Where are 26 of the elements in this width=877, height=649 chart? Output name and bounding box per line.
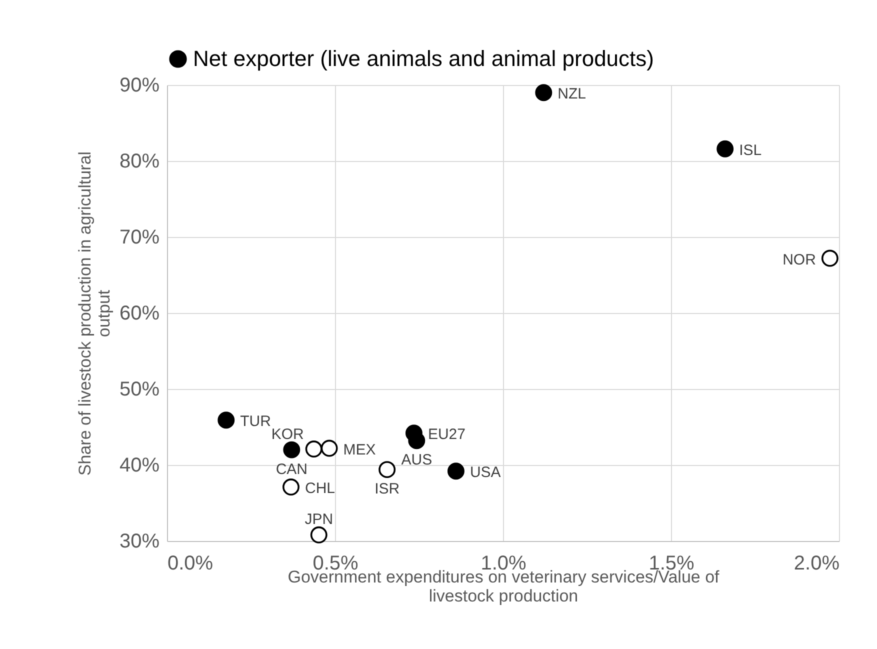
annotation: USA bbox=[470, 464, 501, 482]
annotation: CHL bbox=[304, 480, 335, 498]
x-tick-label: 0.0% bbox=[168, 552, 214, 574]
annotation: CAN bbox=[276, 460, 308, 478]
annotation: ISR bbox=[374, 480, 400, 498]
x-tick-label: 1.0% bbox=[480, 552, 527, 574]
annotation: NZL bbox=[558, 86, 586, 103]
annotation: MEX bbox=[343, 441, 376, 458]
y-tick-label: 60% bbox=[119, 302, 160, 324]
annotation: TUR bbox=[240, 413, 272, 430]
y-tick-label: 90% bbox=[119, 74, 160, 96]
y-tick-label: 50% bbox=[119, 378, 160, 400]
annotation: KOR bbox=[271, 426, 304, 444]
legend-label: Net exporter (live animals and animal products) bbox=[193, 46, 654, 71]
x-tick-label: 0.5% bbox=[312, 552, 359, 574]
y-tick-label: 80% bbox=[119, 150, 160, 172]
y-axis-title: Share of livestock production in agricultural output bbox=[75, 151, 114, 476]
annotation: EU27 bbox=[428, 426, 466, 444]
y-tick-label: 70% bbox=[119, 226, 160, 248]
annotation: JPN bbox=[304, 510, 334, 528]
annotation: NOR bbox=[782, 251, 816, 268]
annotation: ISL bbox=[739, 142, 762, 159]
annotation: AUS bbox=[401, 452, 432, 469]
y-tick-label: 30% bbox=[119, 530, 160, 552]
x-tick-label: 2.0% bbox=[794, 552, 840, 574]
y-tick-label: 40% bbox=[119, 454, 160, 476]
